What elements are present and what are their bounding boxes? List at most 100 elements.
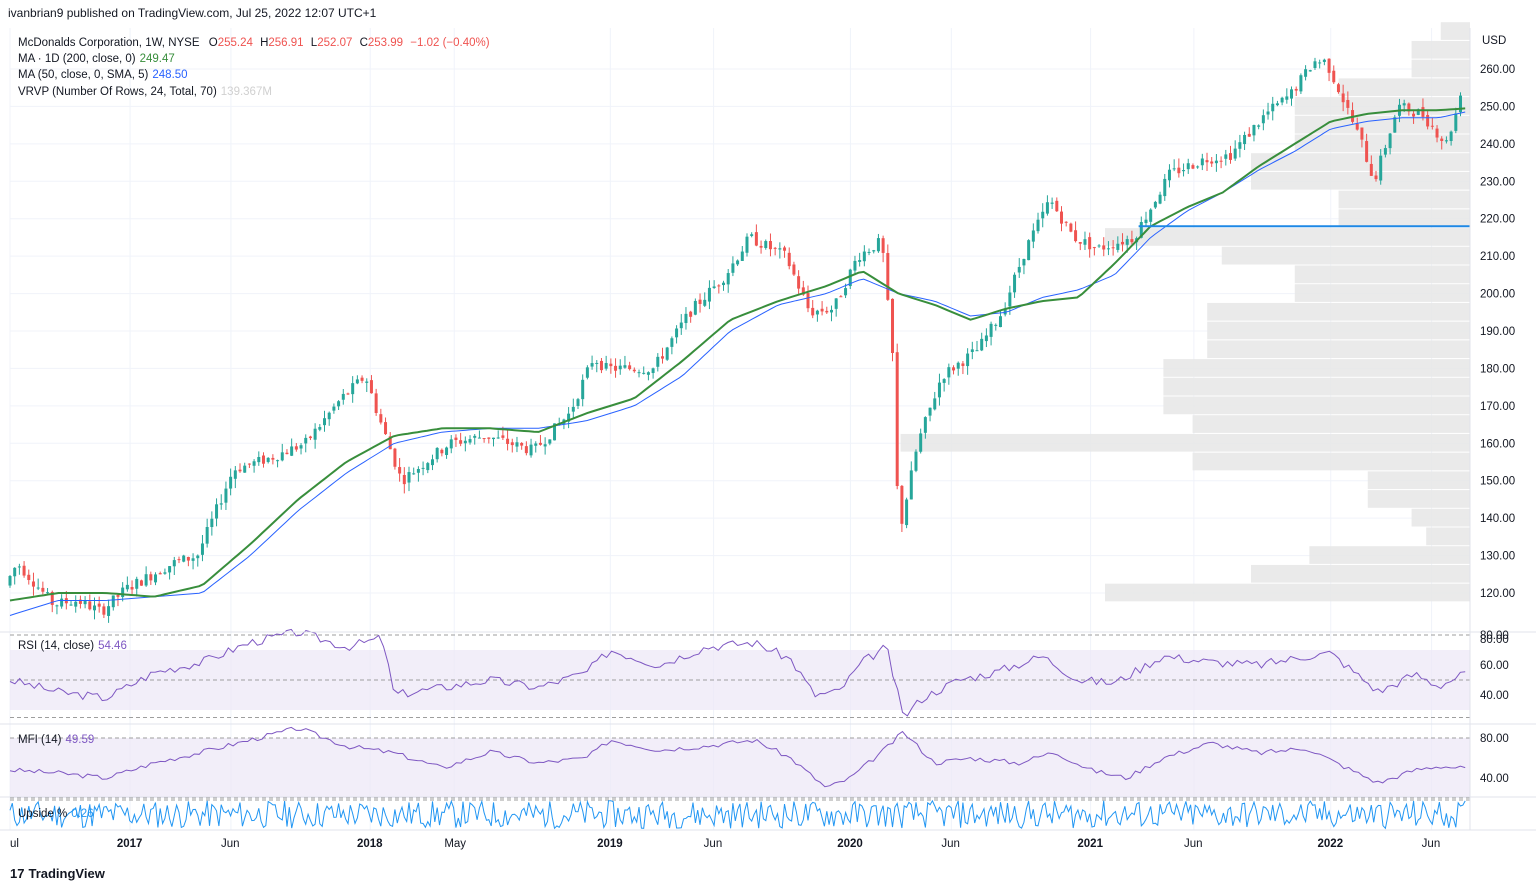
candle-body [46,592,50,594]
candle-body [351,383,355,395]
candle-body [773,247,777,249]
candle-body [224,488,228,503]
candle-body [811,307,815,316]
candle-body [707,287,711,302]
candle-body [50,591,54,605]
vrvp-bar [1207,302,1470,321]
candle-body [506,438,510,444]
mfi-value: 49.59 [65,734,95,746]
candle-body [801,287,805,295]
candle-body [163,572,167,574]
vrvp-bar [1338,190,1470,209]
candle-body [1097,245,1101,247]
upside-label: Upside % [18,808,68,820]
candle-body [792,264,796,275]
candle-body [1407,103,1411,112]
tradingview-logo-icon: 17 [10,866,25,881]
candle-body [238,469,242,472]
vrvp-bar [1294,115,1470,134]
candle-body [121,587,125,598]
candle-body [412,473,416,475]
candle-body [1365,141,1369,162]
candle-body [783,247,787,251]
y-tick-label: 160.00 [1480,438,1515,450]
candle-body [1083,239,1087,245]
candle-body [337,401,341,407]
candle-body [168,566,172,573]
candle-body [1421,107,1425,117]
candle-body [1355,123,1359,130]
candle-body [759,245,763,248]
candle-body [1440,138,1444,141]
upside-line [9,799,1466,830]
candle-body [548,439,552,444]
candle-body [675,328,679,338]
tradingview-brand: TradingView [28,866,105,881]
candle-body [384,422,388,435]
candle-body [1416,109,1420,115]
candle-body [388,436,392,450]
candle-body [966,353,970,367]
rsi-label: RSI (14, close) [18,640,95,652]
candle-body [571,406,575,412]
candle-body [1186,163,1190,170]
vrvp-bar [1163,396,1470,415]
candle-body [1313,61,1317,69]
candle-body [1196,166,1200,168]
candle-body [590,363,594,367]
vrvp-bar [1367,471,1470,490]
candle-body [750,234,754,236]
candle-body [276,460,280,462]
tradingview-logo[interactable]: 17 TradingView [10,866,105,881]
candle-body [905,499,909,526]
candle-body [1426,114,1430,127]
candle-body [1111,247,1115,249]
legend-vrvp-value: 139.367M [220,86,272,98]
candle-body [585,367,589,378]
candle-body [1299,75,1303,92]
y-tick-label: 170.00 [1480,401,1515,413]
candle-body [468,439,472,443]
candle-body [186,556,190,561]
candle-body [520,442,524,446]
y-tick-label: 130.00 [1480,551,1515,563]
candle-body [97,603,101,607]
y-tick-label: 200.00 [1480,289,1515,301]
candle-body [144,574,148,586]
candle-body [22,565,26,576]
candle-body [1210,161,1214,164]
candle-body [628,365,632,370]
candle-body [360,377,364,381]
candle-body [1369,163,1373,176]
candle-body [1285,96,1289,100]
candle-body [919,433,923,452]
candle-body [534,443,538,446]
legend-open: 255.24 [217,37,253,49]
candle-body [1449,131,1453,141]
candle-body [332,406,336,411]
legend-vrvp-row: VRVP (Number Of Rows, 24, Total, 70) 139.… [18,85,272,99]
candle-body [1125,239,1129,245]
candle-body [623,365,627,368]
candle-body [726,273,730,285]
candle-body [1346,100,1350,108]
candle-body [398,467,402,474]
upside-label-row: Upside % 0.26 [18,808,94,820]
candle-body [477,437,481,439]
candle-body [69,604,73,606]
candle-body [266,457,270,462]
vrvp-bar [1251,171,1470,190]
candle-body [501,435,505,438]
candle-body [449,439,453,449]
vrvp-bar [1221,246,1470,265]
x-tick-label: Jun [1184,838,1203,850]
candle-body [346,393,350,395]
candle-body [323,418,327,426]
vrvp-bar [1251,564,1470,583]
candle-body [844,288,848,296]
candle-body [876,238,880,252]
currency-label: USD [1482,35,1506,47]
x-tick-label: ul [10,838,19,850]
candle-body [257,456,261,463]
